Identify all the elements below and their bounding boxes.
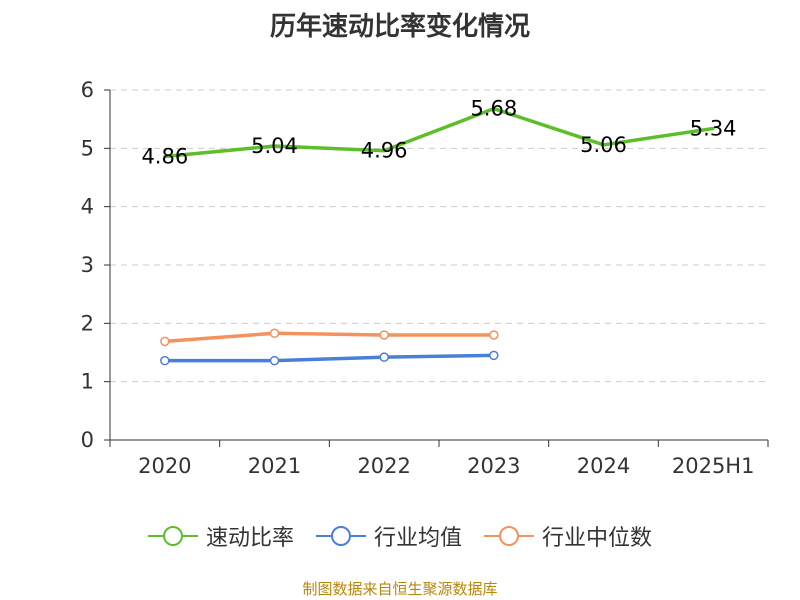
x-tick-label: 2023	[467, 454, 520, 478]
data-point	[273, 144, 276, 148]
data-label: 5.04	[251, 134, 298, 158]
data-point	[379, 352, 389, 362]
y-tick-label: 6	[81, 78, 94, 102]
x-tick-label: 2025H1	[672, 454, 755, 478]
legend-item-industry-median[interactable]: 行业中位数	[484, 520, 652, 552]
chart-title: 历年速动比率变化情况	[269, 12, 530, 42]
series-line-0	[164, 106, 714, 159]
data-label: 4.96	[361, 139, 408, 163]
data-point	[382, 149, 386, 153]
data-point	[269, 328, 280, 338]
legend-label-quick-ratio: 速动比率	[205, 526, 294, 551]
data-point	[489, 330, 499, 340]
data-point	[160, 355, 170, 366]
data-point	[711, 127, 715, 130]
data-point	[379, 330, 389, 340]
axes: 0 1 2 3 4 5 6 2020 2021 2022 2023 2024 2025H1	[81, 78, 769, 478]
legend-marker-industry-mean	[315, 526, 366, 546]
legend-item-industry-mean[interactable]: 行业均值	[315, 520, 462, 552]
series-lines	[160, 106, 715, 366]
y-tick-label: 3	[81, 253, 94, 277]
data-label: 4.86	[141, 145, 188, 169]
legend-label-industry-mean: 行业均值	[373, 526, 462, 551]
legend-marker-industry-median	[484, 526, 534, 546]
y-tick-label: 2	[81, 311, 94, 335]
data-label: 5.34	[690, 117, 737, 141]
x-tick-label: 2021	[248, 454, 301, 478]
legend-item-quick-ratio[interactable]: 速动比率	[147, 520, 294, 552]
legend-marker-quick-ratio	[147, 526, 198, 546]
data-point	[160, 336, 170, 347]
data-point	[163, 155, 167, 158]
x-tick-label: 2020	[138, 454, 191, 478]
series-line-2	[164, 331, 494, 344]
x-tick-label: 2022	[357, 454, 410, 478]
series-line-1	[164, 353, 494, 363]
data-label: 5.06	[580, 133, 627, 157]
data-point	[269, 355, 280, 366]
data-point	[492, 107, 496, 111]
x-tick-label: 2024	[577, 454, 630, 478]
legend-label-industry-median: 行业中位数	[542, 526, 653, 551]
data-label: 5.68	[470, 97, 517, 121]
y-tick-label: 0	[81, 428, 94, 452]
y-tick-label: 4	[81, 195, 94, 219]
legend: 速动比率 行业均值 行业中位数	[0, 520, 800, 552]
y-tick-label: 1	[81, 370, 94, 394]
data-point	[489, 350, 499, 361]
data-labels: 4.86 5.04 4.96 5.68 5.06 5.34	[141, 97, 736, 169]
data-point	[602, 143, 605, 147]
source-note: 制图数据来自恒生聚源数据库	[302, 580, 498, 598]
y-tick-label: 5	[81, 136, 94, 160]
